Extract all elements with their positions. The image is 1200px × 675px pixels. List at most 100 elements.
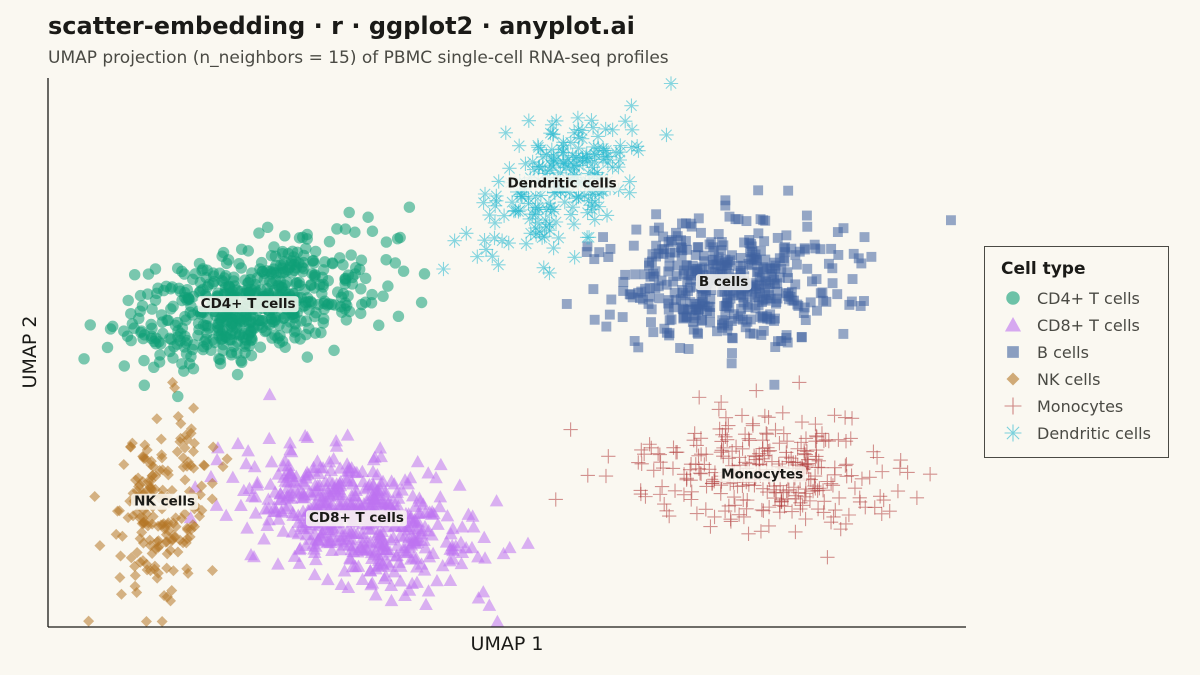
- point-cd8-t-cells: [373, 441, 387, 454]
- point-cd8-t-cells: [271, 467, 286, 480]
- point-dendritic-cells: [558, 160, 574, 175]
- point-dendritic-cells: [535, 149, 551, 165]
- point-cd4-t-cells: [366, 225, 379, 237]
- point-b-cells: [772, 286, 783, 297]
- point-dendritic-cells: [482, 207, 497, 223]
- point-cd4-t-cells: [293, 279, 306, 292]
- point-b-cells: [758, 325, 769, 336]
- point-dendritic-cells: [496, 208, 512, 223]
- point-monocytes: [823, 476, 839, 491]
- point-nk-cells: [147, 511, 159, 523]
- point-nk-cells: [162, 519, 174, 531]
- point-monocytes: [633, 486, 649, 502]
- point-monocytes: [820, 474, 835, 489]
- point-dendritic-cells: [594, 184, 610, 199]
- point-dendritic-cells: [485, 249, 500, 264]
- point-b-cells: [783, 294, 794, 305]
- point-nk-cells: [188, 402, 200, 414]
- point-nk-cells: [149, 483, 161, 495]
- point-b-cells: [856, 258, 867, 269]
- point-dendritic-cells: [533, 188, 549, 203]
- point-monocytes: [749, 449, 764, 464]
- point-b-cells: [739, 237, 750, 248]
- point-cd8-t-cells: [226, 470, 240, 483]
- point-dendritic-cells: [590, 129, 606, 144]
- point-b-cells: [654, 293, 665, 304]
- point-dendritic-cells: [521, 113, 536, 128]
- point-monocytes: [788, 524, 803, 540]
- point-nk-cells: [161, 548, 173, 560]
- point-cd8-t-cells: [426, 546, 440, 560]
- point-cd4-t-cells: [235, 355, 247, 367]
- point-b-cells: [620, 269, 631, 280]
- point-monocytes: [799, 444, 815, 459]
- point-monocytes: [749, 383, 764, 398]
- point-dendritic-cells: [578, 149, 594, 164]
- point-monocytes: [721, 498, 737, 514]
- point-b-cells: [690, 250, 701, 260]
- point-monocytes: [809, 449, 824, 464]
- point-cd4-t-cells: [122, 294, 134, 307]
- point-dendritic-cells: [622, 185, 637, 200]
- cluster-label-text: B cells: [699, 274, 748, 290]
- point-cd8-t-cells: [418, 505, 433, 519]
- point-cd8-t-cells: [321, 494, 335, 507]
- point-b-cells: [664, 261, 675, 272]
- point-b-cells: [682, 276, 693, 287]
- point-dendritic-cells: [546, 202, 562, 217]
- point-cd8-t-cells: [244, 548, 258, 561]
- point-cd4-t-cells: [337, 259, 349, 271]
- point-dendritic-cells: [563, 207, 579, 222]
- point-b-cells: [712, 326, 722, 337]
- point-cd4-t-cells: [403, 201, 416, 213]
- point-cd8-t-cells: [231, 436, 245, 450]
- point-monocytes: [776, 426, 791, 441]
- point-cd4-t-cells: [362, 211, 374, 223]
- point-cd8-t-cells: [292, 542, 307, 556]
- point-monocytes: [818, 432, 833, 447]
- point-cd4-t-cells: [332, 286, 344, 298]
- point-monocytes: [775, 405, 790, 420]
- cluster-label-dendritic-cells: Dendritic cells: [504, 175, 620, 192]
- point-monocytes: [718, 421, 733, 436]
- point-b-cells: [763, 283, 774, 294]
- point-cd8-t-cells: [334, 577, 349, 590]
- point-b-cells: [735, 265, 746, 276]
- point-cd8-t-cells: [465, 540, 479, 554]
- legend-item-cd4-t-cells: CD4+ T cells: [997, 286, 1167, 310]
- cluster-label-text: CD8+ T cells: [309, 510, 404, 526]
- point-monocytes: [740, 492, 755, 508]
- point-dendritic-cells: [624, 98, 639, 113]
- point-b-cells: [786, 243, 797, 254]
- point-cd8-t-cells: [430, 574, 444, 587]
- point-b-cells: [781, 230, 792, 241]
- point-cd8-t-cells: [271, 557, 285, 570]
- point-nk-cells: [172, 546, 184, 558]
- point-b-cells: [771, 297, 782, 307]
- point-cd4-t-cells: [197, 343, 209, 356]
- point-monocytes: [755, 481, 771, 496]
- point-b-cells: [721, 262, 732, 273]
- series-nk-cells: [83, 376, 233, 628]
- point-nk-cells: [141, 444, 153, 456]
- point-b-cells: [815, 244, 826, 255]
- point-monocytes: [692, 390, 707, 405]
- point-cd4-t-cells: [207, 267, 219, 279]
- point-cd8-t-cells: [440, 509, 455, 522]
- legend-marker-cd8-t-cells: [1004, 316, 1022, 332]
- point-monocytes: [676, 467, 692, 482]
- point-dendritic-cells: [488, 198, 503, 213]
- point-b-cells: [686, 270, 697, 281]
- point-b-cells: [653, 248, 664, 259]
- point-b-cells: [664, 330, 675, 341]
- point-b-cells: [704, 264, 715, 275]
- point-dendritic-cells: [513, 187, 528, 202]
- point-cd4-t-cells: [340, 314, 353, 326]
- point-cd8-t-cells: [313, 460, 328, 473]
- point-cd4-t-cells: [296, 261, 308, 273]
- point-monocytes: [716, 449, 731, 464]
- point-nk-cells: [166, 484, 178, 496]
- point-monocytes: [826, 509, 841, 525]
- point-cd8-t-cells: [384, 593, 399, 607]
- point-cd8-t-cells: [337, 564, 352, 577]
